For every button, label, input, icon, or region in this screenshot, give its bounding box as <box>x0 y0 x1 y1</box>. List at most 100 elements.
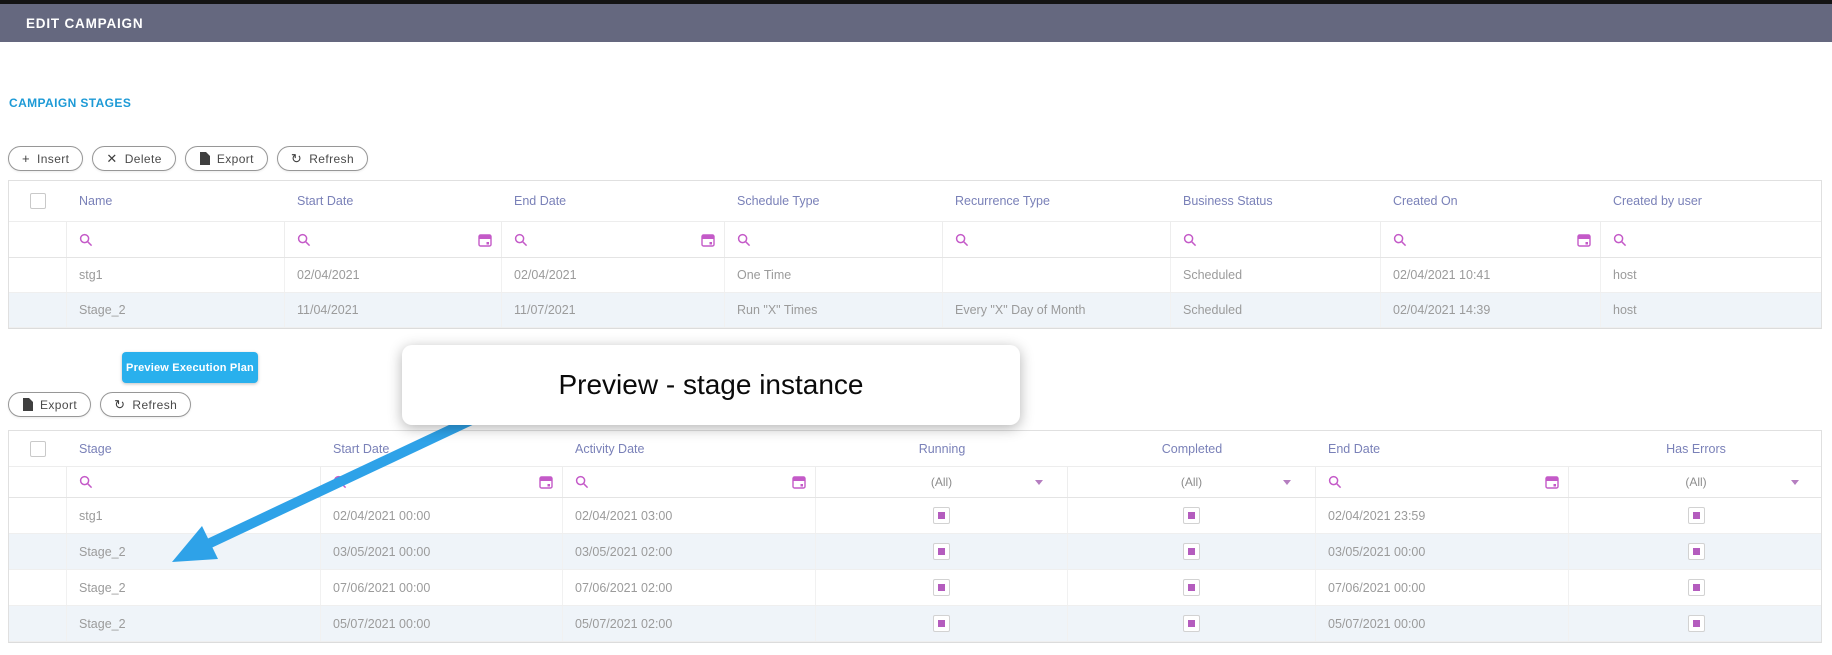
column-header-start-date[interactable]: Start Date <box>297 194 354 208</box>
completed-checkbox-indeterminate[interactable] <box>1183 507 1200 524</box>
column-header-created-by-user[interactable]: Created by user <box>1613 194 1702 208</box>
calendar-icon[interactable] <box>478 233 492 247</box>
stage-filter-input[interactable] <box>67 467 321 497</box>
column-header-business-status[interactable]: Business Status <box>1183 194 1273 208</box>
insert-button[interactable]: + Insert <box>8 146 84 171</box>
start-date-filter-input[interactable] <box>285 222 502 257</box>
running-checkbox-indeterminate[interactable] <box>933 543 950 560</box>
completed-checkbox-indeterminate[interactable] <box>1183 615 1200 632</box>
select-all-cell[interactable] <box>9 181 67 221</box>
table-row[interactable]: Stage_2 11/04/2021 11/07/2021 Run "X" Ti… <box>9 293 1821 328</box>
has-errors-checkbox-indeterminate[interactable] <box>1687 579 1705 596</box>
export-button-label: Export <box>216 151 254 166</box>
row-select-cell[interactable] <box>9 534 67 569</box>
cell-has-errors <box>1569 498 1823 533</box>
column-header-has-errors[interactable]: Has Errors <box>1666 441 1726 456</box>
activity-date-filter-input[interactable] <box>563 467 816 497</box>
column-header-schedule-type[interactable]: Schedule Type <box>737 194 820 208</box>
calendar-icon[interactable] <box>701 233 715 247</box>
export-button[interactable]: Export <box>184 146 268 171</box>
cell-schedule-type: Run "X" Times <box>725 293 943 327</box>
start-date-filter-input[interactable] <box>321 467 563 497</box>
completed-checkbox-indeterminate[interactable] <box>1183 543 1200 560</box>
instances-header-row: Stage Start Date Activity Date Running C… <box>9 431 1821 467</box>
running-filter-dropdown[interactable]: (All) <box>816 467 1068 497</box>
cell-name: stg1 <box>67 258 285 292</box>
calendar-icon[interactable] <box>539 475 553 489</box>
table-row[interactable]: Stage_2 03/05/2021 00:00 03/05/2021 02:0… <box>9 534 1821 570</box>
row-select-cell[interactable] <box>9 570 67 605</box>
close-icon: ✕ <box>106 151 118 166</box>
select-all-cell[interactable] <box>9 431 67 466</box>
calendar-icon[interactable] <box>1577 233 1591 247</box>
column-header-activity-date[interactable]: Activity Date <box>575 441 645 456</box>
insert-button-label: Insert <box>37 151 70 166</box>
column-header-stage[interactable]: Stage <box>79 441 112 456</box>
has-errors-checkbox-indeterminate[interactable] <box>1687 507 1705 524</box>
column-header-running[interactable]: Running <box>918 441 966 456</box>
has-errors-filter-dropdown[interactable]: (All) <box>1569 467 1823 497</box>
calendar-icon[interactable] <box>1545 475 1559 489</box>
file-icon <box>199 152 210 165</box>
business-status-filter-input[interactable] <box>1171 222 1381 257</box>
cell-completed <box>1068 570 1316 605</box>
name-filter-input[interactable] <box>67 222 285 257</box>
cell-start-date: 07/06/2021 00:00 <box>321 570 563 605</box>
column-header-end-date[interactable]: End Date <box>514 194 567 208</box>
column-header-completed[interactable]: Completed <box>1161 441 1223 456</box>
chevron-down-icon[interactable] <box>1791 480 1799 485</box>
schedule-type-filter-input[interactable] <box>725 222 943 257</box>
cell-activity-date: 03/05/2021 02:00 <box>563 534 816 569</box>
column-header-recurrence-type[interactable]: Recurrence Type <box>955 194 1050 208</box>
calendar-icon[interactable] <box>792 475 806 489</box>
row-select-cell[interactable] <box>9 498 67 533</box>
created-on-filter-input[interactable] <box>1381 222 1601 257</box>
table-row[interactable]: stg1 02/04/2021 00:00 02/04/2021 03:00 0… <box>9 498 1821 534</box>
refresh-button[interactable]: ↻ Refresh <box>100 392 192 417</box>
select-all-checkbox[interactable] <box>30 193 46 209</box>
end-date-filter-input[interactable] <box>502 222 725 257</box>
recurrence-type-filter-input[interactable] <box>943 222 1171 257</box>
refresh-button-label: Refresh <box>132 397 178 412</box>
completed-filter-dropdown[interactable]: (All) <box>1068 467 1316 497</box>
search-icon <box>79 475 93 489</box>
preview-execution-plan-button[interactable]: Preview Execution Plan <box>122 352 258 383</box>
table-row[interactable]: Stage_2 07/06/2021 00:00 07/06/2021 02:0… <box>9 570 1821 606</box>
cell-created-by: host <box>1613 303 1637 317</box>
row-select-cell[interactable] <box>9 258 67 292</box>
stages-toolbar: + Insert ✕ Delete Export ↻ Refresh <box>8 146 369 171</box>
completed-checkbox-indeterminate[interactable] <box>1183 579 1200 596</box>
cell-stage: Stage_2 <box>67 570 321 605</box>
cell-created-by: host <box>1613 268 1637 282</box>
campaign-stages-table: Name Start Date End Date Schedule Type R… <box>8 180 1822 329</box>
column-header-start-date[interactable]: Start Date <box>333 441 390 456</box>
search-icon <box>1613 233 1627 246</box>
column-header-name[interactable]: Name <box>79 194 113 208</box>
created-by-filter-input[interactable] <box>1601 222 1823 257</box>
column-header-end-date[interactable]: End Date <box>1328 441 1381 456</box>
table-row[interactable]: stg1 02/04/2021 02/04/2021 One Time Sche… <box>9 258 1821 293</box>
export-button[interactable]: Export <box>8 392 92 417</box>
cell-running <box>816 498 1068 533</box>
row-select-cell[interactable] <box>9 606 67 641</box>
search-icon <box>79 233 93 246</box>
running-checkbox-indeterminate[interactable] <box>933 615 950 632</box>
chevron-down-icon[interactable] <box>1035 480 1043 485</box>
cell-start-date: 02/04/2021 00:00 <box>321 498 563 533</box>
cell-schedule-type: One Time <box>725 258 943 292</box>
refresh-button[interactable]: ↻ Refresh <box>276 146 369 171</box>
table-row[interactable]: Stage_2 05/07/2021 00:00 05/07/2021 02:0… <box>9 606 1821 642</box>
column-header-created-on[interactable]: Created On <box>1393 194 1458 208</box>
end-date-filter-input[interactable] <box>1316 467 1569 497</box>
row-select-cell[interactable] <box>9 293 67 327</box>
has-errors-checkbox-indeterminate[interactable] <box>1687 615 1705 632</box>
running-checkbox-indeterminate[interactable] <box>933 579 950 596</box>
cell-end-date: 02/04/2021 23:59 <box>1316 498 1569 533</box>
delete-button[interactable]: ✕ Delete <box>92 146 176 171</box>
page-title: EDIT CAMPAIGN <box>26 15 144 31</box>
has-errors-checkbox-indeterminate[interactable] <box>1687 543 1705 560</box>
select-all-checkbox[interactable] <box>30 440 46 457</box>
running-checkbox-indeterminate[interactable] <box>933 507 950 524</box>
chevron-down-icon[interactable] <box>1283 480 1291 485</box>
cell-activity-date: 07/06/2021 02:00 <box>563 570 816 605</box>
